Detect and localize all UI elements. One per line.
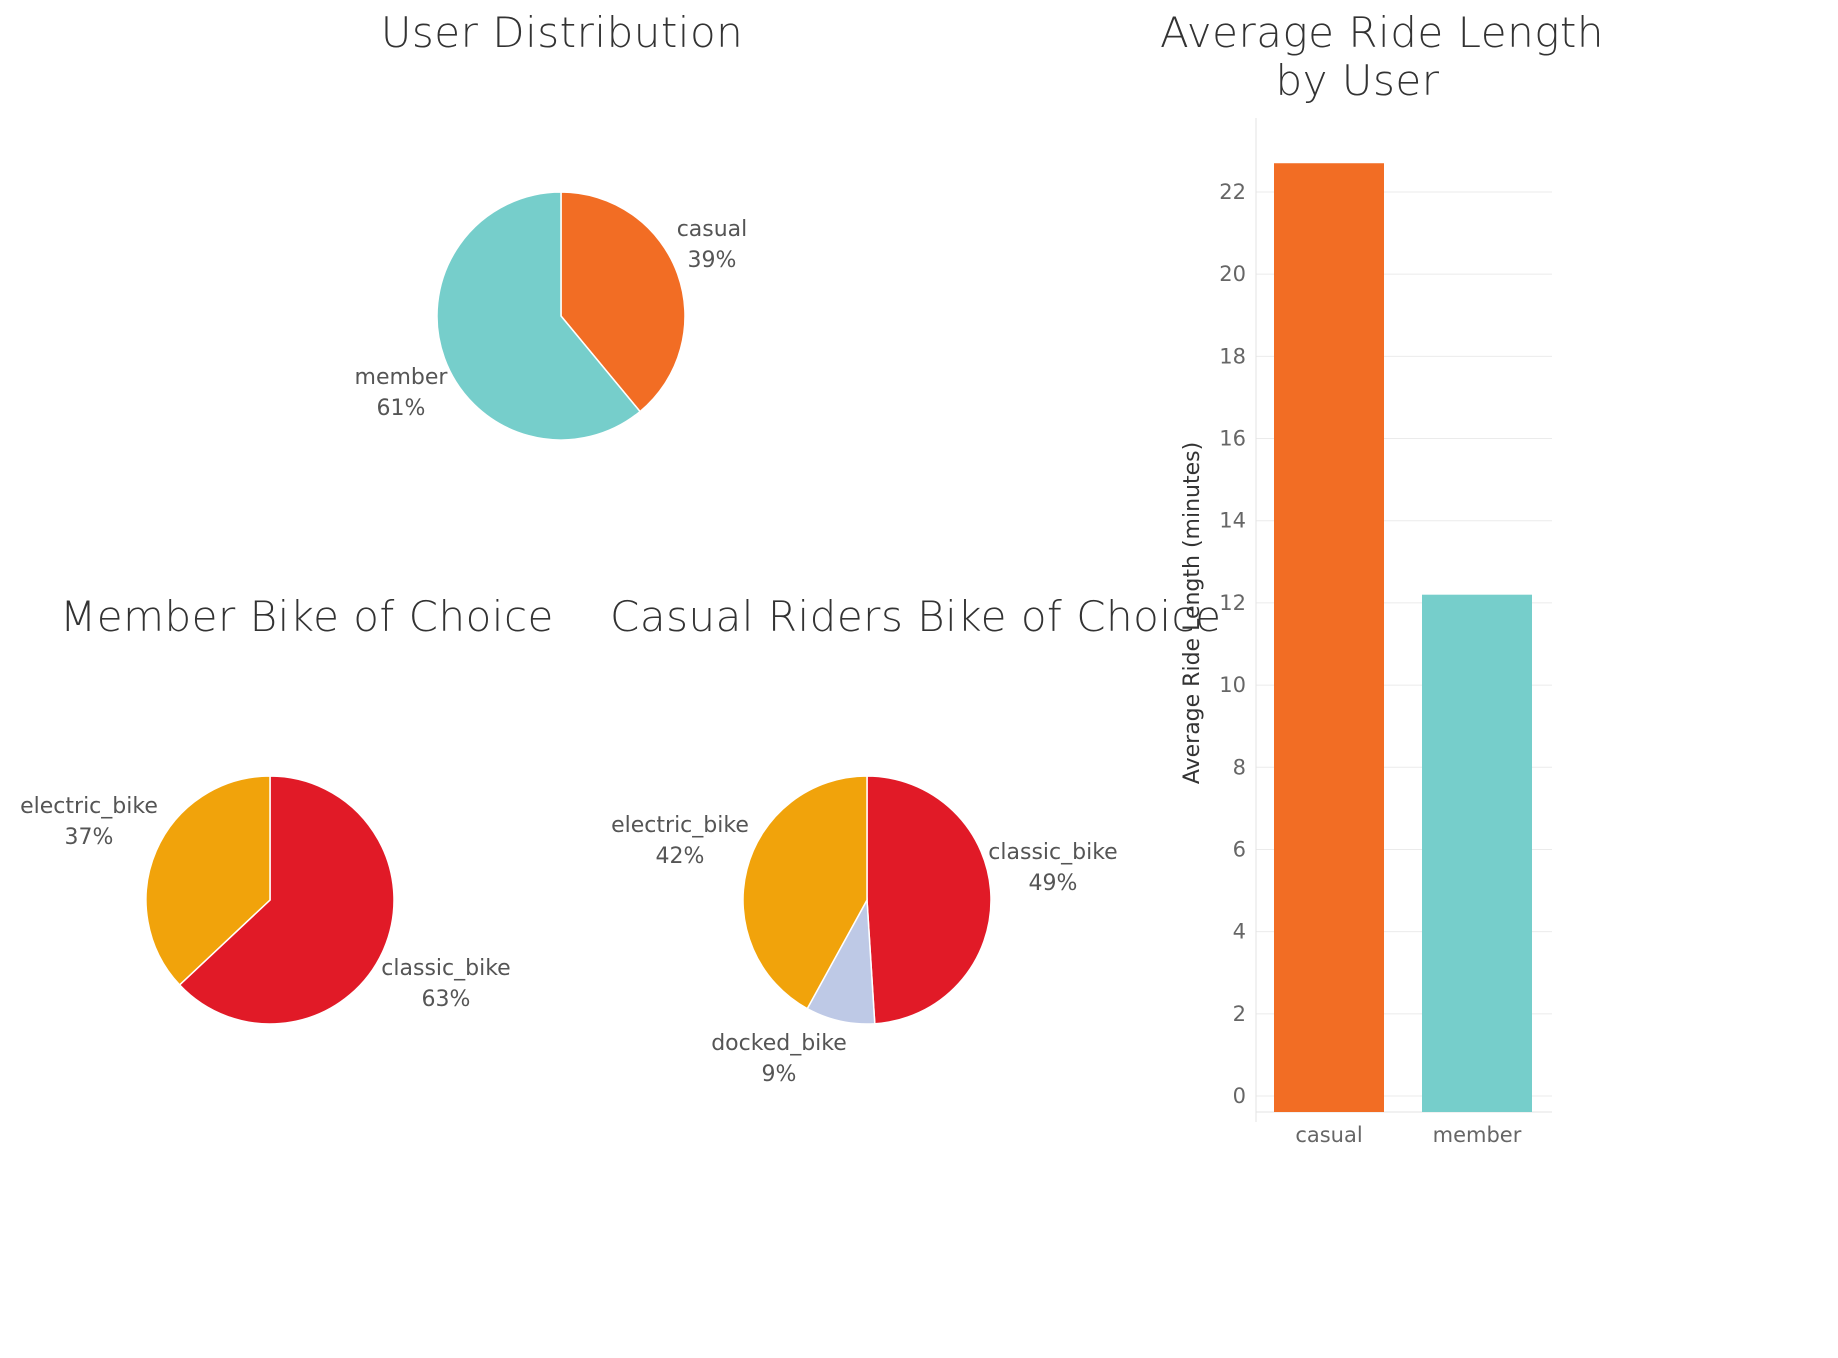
pie-label-electric-bike: electric_bike xyxy=(20,794,158,819)
pie-label-docked-bike: docked_bike xyxy=(711,1031,847,1056)
y-tick-label: 16 xyxy=(1219,427,1246,451)
user-distribution-title: User Distribution xyxy=(380,8,744,57)
pie-pct-electric-bike: 42% xyxy=(656,844,705,869)
y-tick-label: 2 xyxy=(1233,1002,1246,1026)
x-tick-label-casual: casual xyxy=(1295,1123,1362,1147)
pie-pct-casual: 39% xyxy=(688,248,737,273)
member-bike-title: Member Bike of Choice xyxy=(60,592,554,641)
pie-label-classic-bike: classic_bike xyxy=(988,840,1117,865)
pie-pct-classic-bike: 49% xyxy=(1029,871,1078,896)
bar-member[interactable] xyxy=(1422,594,1532,1112)
y-tick-label: 6 xyxy=(1233,837,1246,861)
pie-slice-classic-bike[interactable] xyxy=(866,775,992,1025)
pie-label-electric-bike: electric_bike xyxy=(611,813,749,838)
y-tick-label: 10 xyxy=(1219,673,1246,697)
casual-bike-title: Casual Riders Bike of Choice xyxy=(610,592,1222,641)
y-tick-label: 20 xyxy=(1219,262,1246,286)
ride-length-title-line1: Average Ride Length xyxy=(1160,8,1604,57)
y-tick-label: 18 xyxy=(1219,344,1246,368)
x-tick-label-member: member xyxy=(1433,1123,1522,1147)
pie-pct-docked-bike: 9% xyxy=(762,1062,797,1087)
pie-label-member: member xyxy=(355,365,449,390)
pie-chart-1: casual 39% member 61% xyxy=(355,191,748,441)
pie-pct-electric-bike: 37% xyxy=(65,825,114,850)
pie-chart-3: classic_bike 49% docked_bike 9% electric_bik… xyxy=(611,775,1118,1087)
y-tick-label: 14 xyxy=(1219,509,1246,533)
pie-slice-casual[interactable] xyxy=(560,191,686,413)
bar-casual[interactable] xyxy=(1274,163,1384,1113)
pie-slice-electric-bike[interactable] xyxy=(145,775,271,986)
pie-chart-2: classic_bike 63% electric_bike 37% xyxy=(20,775,511,1025)
pie-slice-classic-bike[interactable] xyxy=(178,775,395,1025)
pie-label-classic-bike: classic_bike xyxy=(381,956,510,981)
y-tick-label: 0 xyxy=(1233,1084,1246,1108)
pie-pct-classic-bike: 63% xyxy=(422,987,471,1012)
pie-pct-member: 61% xyxy=(377,396,426,421)
ride-length-title-line2: by User xyxy=(1275,56,1440,105)
y-tick-label: 4 xyxy=(1233,920,1246,944)
y-tick-label: 12 xyxy=(1219,591,1246,615)
bar-chart: 0 2 4 6 8 10 12 14 16 18 20 22 casual member Average R… xyxy=(1180,118,1552,1147)
pie-label-casual: casual xyxy=(677,217,748,242)
pie-slice-member[interactable] xyxy=(436,191,642,441)
pie-slice-electric-bike[interactable] xyxy=(742,775,868,1010)
y-axis-title: Average Ride Length (minutes) xyxy=(1180,442,1205,784)
y-tick-label: 8 xyxy=(1233,755,1246,779)
y-tick-label: 22 xyxy=(1219,180,1246,204)
